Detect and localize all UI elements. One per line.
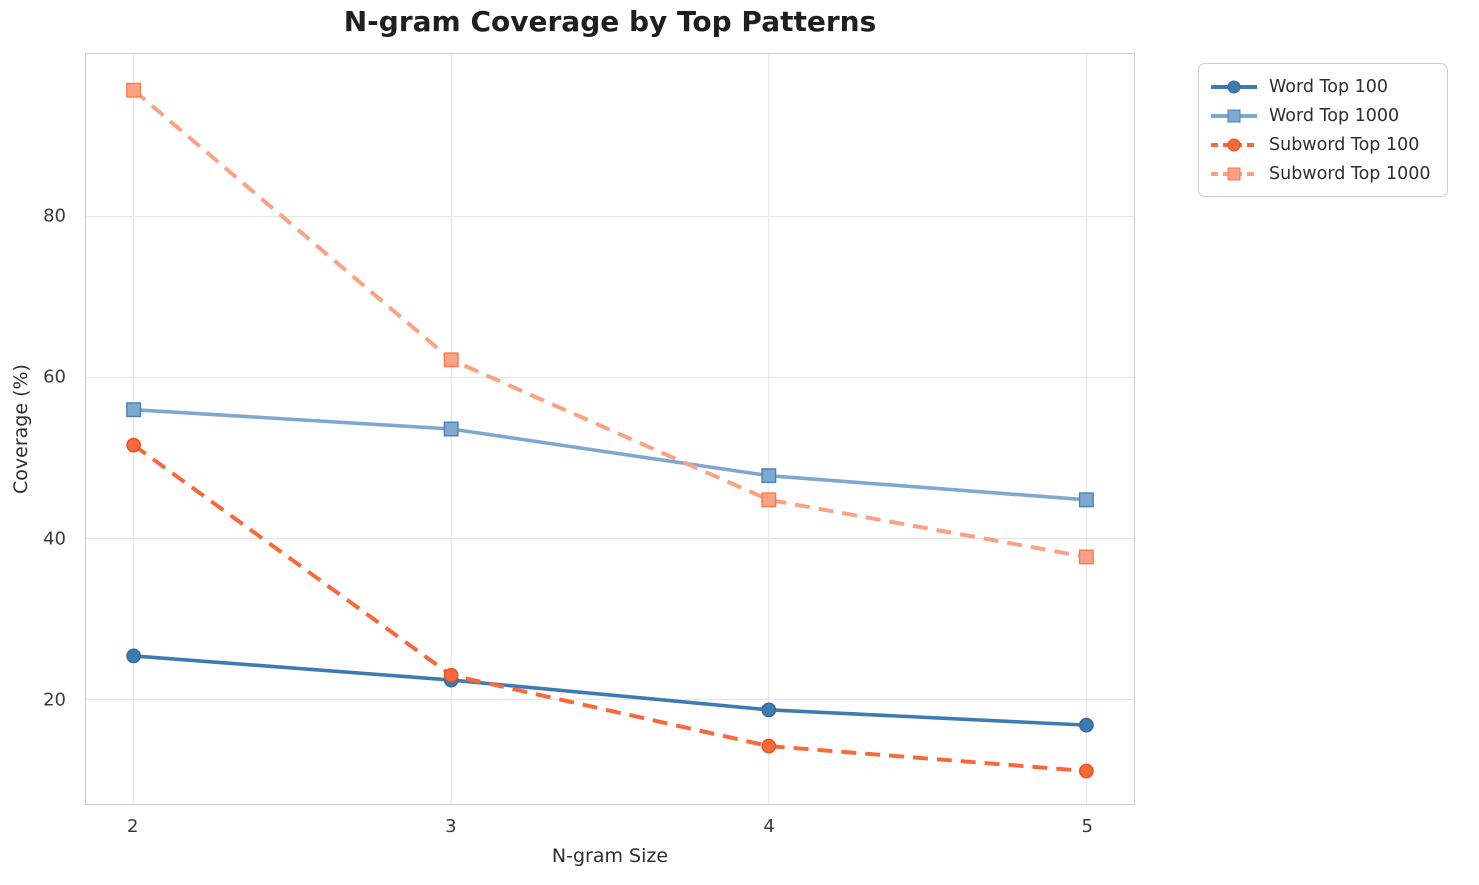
legend-item-word-top-1000: Word Top 1000 <box>1211 101 1431 130</box>
legend-item-word-top-100: Word Top 100 <box>1211 72 1431 101</box>
data-point-word-top-1000 <box>126 402 142 418</box>
data-point-subword-top-1000 <box>761 492 777 508</box>
y-tick-label: 80 <box>43 205 66 227</box>
chart-title: N-gram Coverage by Top Patterns <box>343 5 877 38</box>
legend-circle-marker <box>1227 138 1241 151</box>
data-point-subword-top-1000 <box>1078 549 1094 565</box>
legend-square-marker <box>1227 167 1241 180</box>
data-point-subword-top-100 <box>1078 763 1094 779</box>
legend-square-marker <box>1227 109 1241 122</box>
series-line-word-top-100 <box>133 654 1087 727</box>
y-tick-label: 40 <box>43 528 66 550</box>
data-point-word-top-1000 <box>1078 492 1094 508</box>
plot-svg <box>86 54 1134 804</box>
series-line-word-top-1000 <box>133 407 1087 502</box>
legend-label: Subword Top 1000 <box>1269 163 1431 184</box>
legend-label: Word Top 1000 <box>1269 105 1400 126</box>
data-point-subword-top-1000 <box>126 82 142 98</box>
x-tick-label: 5 <box>1081 816 1093 837</box>
legend-label: Word Top 100 <box>1269 76 1389 97</box>
legend: Word Top 100 Word Top 1000 Subword Top 100… <box>1198 63 1448 197</box>
legend-item-subword-top-1000: Subword Top 1000 <box>1211 159 1431 188</box>
data-point-subword-top-100 <box>761 738 777 754</box>
series-line-subword-top-100 <box>132 443 1087 773</box>
legend-swatch <box>1211 107 1257 124</box>
legend-swatch <box>1211 78 1257 95</box>
x-tick-label: 2 <box>126 816 139 837</box>
data-point-word-top-100 <box>126 648 142 664</box>
series-line-subword-top-1000 <box>132 88 1087 559</box>
data-point-word-top-1000 <box>443 421 459 437</box>
legend-label: Subword Top 100 <box>1269 134 1420 155</box>
x-tick-label: 3 <box>445 816 457 837</box>
data-point-subword-top-100 <box>126 437 142 453</box>
y-tick-label: 60 <box>43 366 66 388</box>
legend-circle-marker <box>1227 80 1241 93</box>
legend-swatch <box>1211 136 1257 153</box>
legend-swatch <box>1211 165 1257 182</box>
plot-area <box>85 53 1135 805</box>
data-point-subword-top-100 <box>443 667 459 683</box>
legend-item-subword-top-100: Subword Top 100 <box>1211 130 1431 159</box>
x-axis-label: N-gram Size <box>551 845 669 867</box>
x-axis-ticks: 2 3 4 5 <box>85 816 1135 844</box>
x-tick-label: 4 <box>763 816 775 837</box>
data-point-subword-top-1000 <box>443 352 459 368</box>
y-axis-ticks: 20 40 60 80 <box>0 53 76 805</box>
data-point-word-top-100 <box>761 702 777 718</box>
y-tick-label: 20 <box>43 689 66 711</box>
data-point-word-top-1000 <box>761 468 777 484</box>
data-point-word-top-100 <box>1078 717 1094 733</box>
